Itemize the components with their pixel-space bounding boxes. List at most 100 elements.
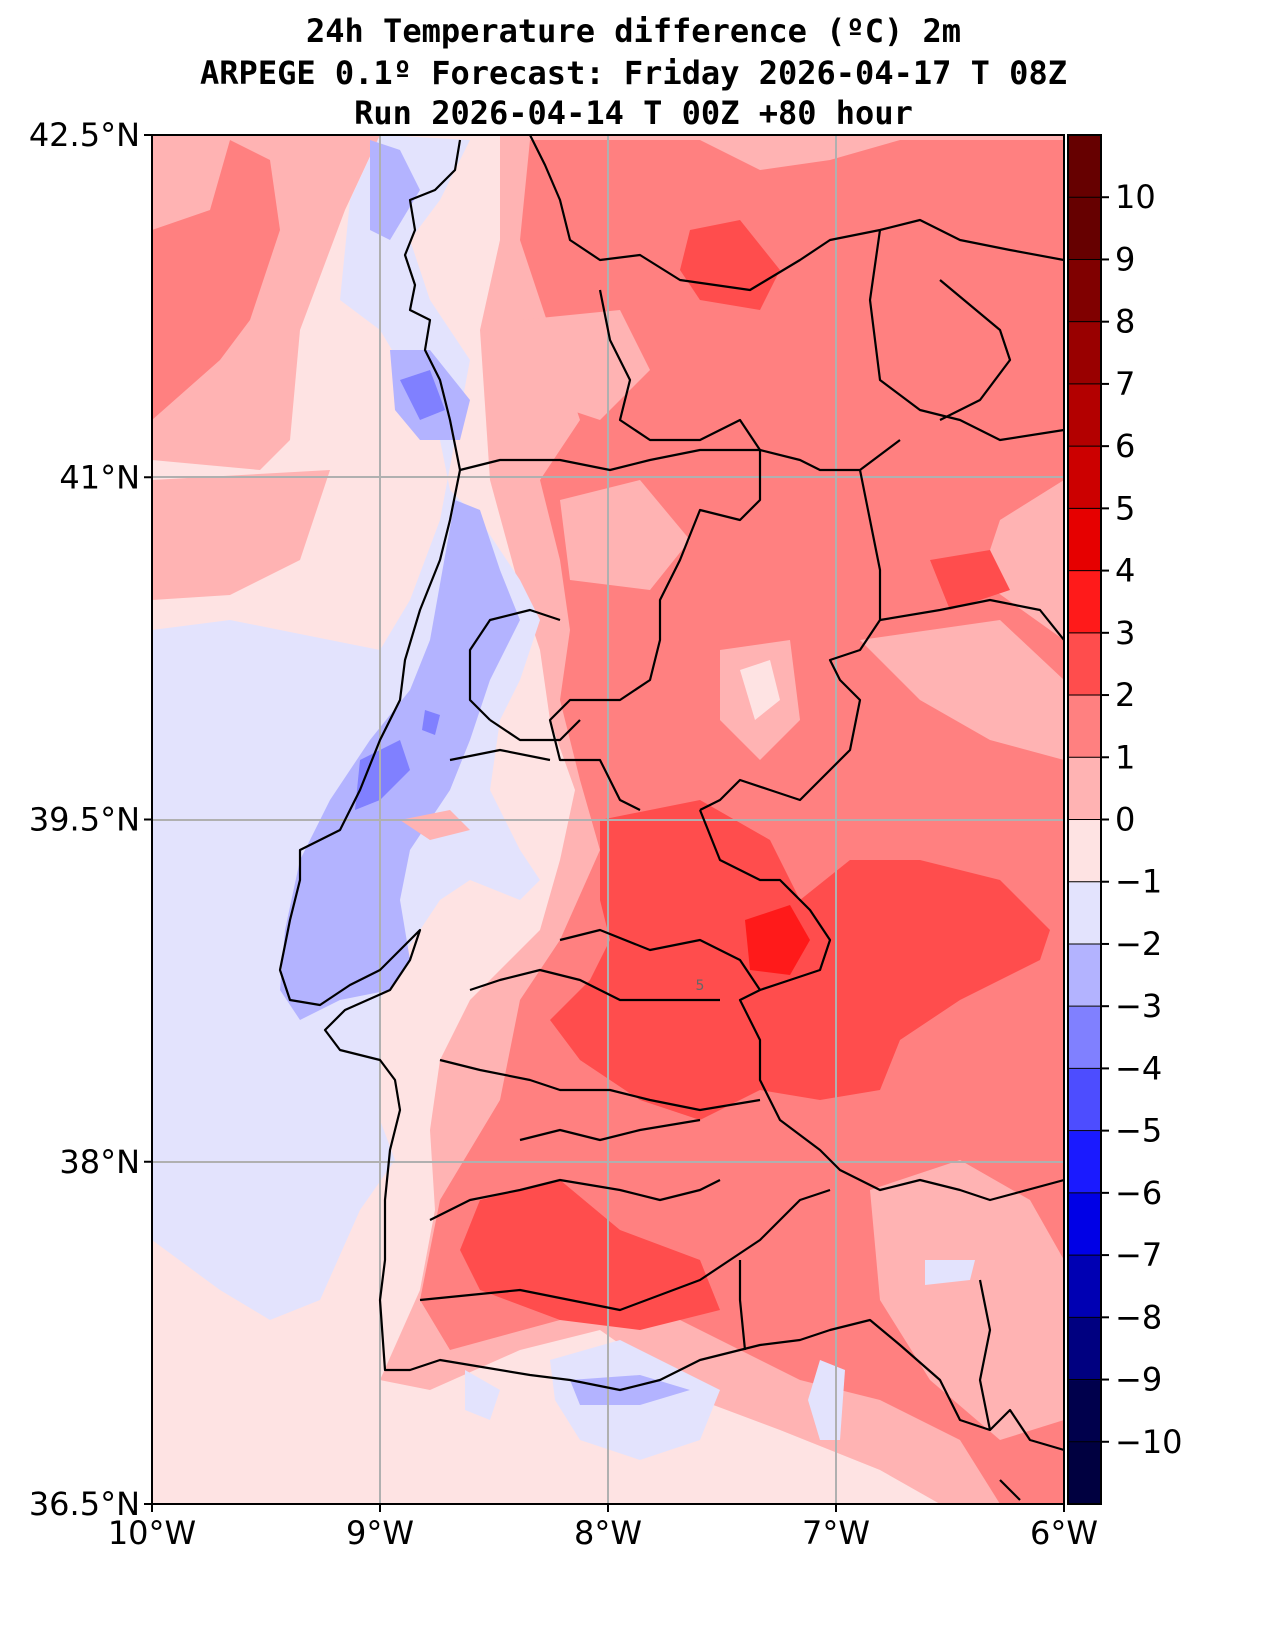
lon-tick-label: 9°W [346,1514,414,1552]
colorbar-extend-below [1068,1441,1101,1505]
lat-tick-label: 36.5°N [29,1485,140,1523]
colorbar-segment [1068,1006,1101,1070]
border-portugal-spain-east [939,279,1012,421]
colorbar-segment [1068,757,1101,821]
lon-tick-label: 6°W [1030,1514,1098,1552]
colorbar-segment [1068,570,1101,634]
colorbar-segment [1068,881,1101,945]
colorbar-segment [1068,259,1101,323]
field-band-neg2-neg1 [570,1375,690,1405]
field-band-2-3 [152,140,280,420]
colorbar-tick-label: −2 [1115,925,1162,963]
field-band-1-2 [152,470,330,600]
colorbar-tick-label: −10 [1115,1423,1183,1461]
colorbar-extend-above [1068,135,1101,198]
longitude-axis: 10°W 9°W 8°W 7°W 6°W [108,1504,1098,1552]
lat-tick-label: 41°N [59,458,140,496]
colorbar-tick-label: 2 [1115,676,1135,714]
field-band-neg1-0 [465,1370,500,1420]
colorbar-segment [1068,383,1101,447]
latitude-axis: 42.5°N 41°N 39.5°N 38°N 36.5°N [29,116,152,1523]
colorbar-segment [1068,197,1101,261]
field-band-1-2 [560,480,690,590]
colorbar-tick-label: 4 [1115,552,1135,590]
colorbar-tick-label: −5 [1115,1112,1162,1150]
colorbar-segment [1068,446,1101,509]
border-district [978,1279,992,1431]
colorbar-segment [1068,695,1101,758]
field-band-1-2 [400,810,470,840]
border-portugal-spain [868,229,1064,442]
colorbar-tick-label: −7 [1115,1236,1162,1274]
field-band-1-2 [870,1160,1064,1440]
colorbar-tick-label: 7 [1115,365,1135,403]
field-band-1-2 [520,310,650,420]
colorbar-segment [1068,943,1101,1007]
colorbar-tick-label: −6 [1115,1174,1162,1212]
colorbar-tick-label: −8 [1115,1298,1162,1336]
border-district [999,1479,1021,1501]
border-district [598,289,901,472]
field-band-neg3-neg2 [422,710,440,735]
colorbar-segment [1068,1379,1101,1443]
colorbar-tick-label: 6 [1115,427,1135,465]
field-band-neg2-neg1 [370,140,420,240]
field-band-4-5 [745,905,810,975]
border-district [879,598,1064,641]
coastline-and-borders [278,135,1064,1501]
border-district [429,1178,721,1221]
border-district [548,450,762,811]
field-band-neg3-neg2 [400,370,445,420]
border-district [698,809,1064,1202]
colorbar-segment [1068,632,1101,696]
colorbar-tick-label: −9 [1115,1361,1162,1399]
lat-tick-label: 38°N [59,1143,140,1181]
colorbar-segment [1068,1130,1101,1194]
field-band-3-4 [550,800,1050,1120]
map-gridlines [152,135,1064,1504]
colorbar-tick-label: 8 [1115,303,1135,341]
colorbar-segment [1068,1068,1101,1132]
field-band-3-4 [460,1180,720,1330]
colorbar-tick-label: 9 [1115,240,1135,278]
border-district [439,1058,761,1112]
colorbar-tick-label: 3 [1115,614,1135,652]
border-district [468,608,561,721]
colorbar-segment [1068,1255,1101,1318]
colorbar-tick-label: −3 [1115,987,1162,1025]
map-title-line-2: ARPEGE 0.1º Forecast: Friday 2026-04-17 … [200,54,1067,92]
lat-tick-label: 42.5°N [29,116,140,154]
field-band-neg1-0 [925,1260,975,1285]
map-title-line-3: Run 2026-04-14 T 00Z +80 hour [354,94,913,132]
border-district [559,928,761,991]
colorbar-tick-label: 1 [1115,738,1135,776]
field-band-0-1 [740,660,780,720]
border-district [449,748,551,762]
colorbar-segment [1068,1192,1101,1256]
border-district [419,1188,831,1312]
lat-tick-label: 39.5°N [29,801,140,839]
border-district [489,719,581,742]
coastline [278,139,1064,1452]
border-district [699,469,882,811]
border-district [738,1260,747,1351]
border-district [459,448,760,472]
map-title-line-1: 24h Temperature difference (ºC) 2m [305,12,962,50]
colorbar-tick-label: 10 [1115,178,1156,216]
colorbar-segment [1068,321,1101,385]
colorbar-tick-label: 5 [1115,489,1135,527]
lon-tick-label: 8°W [574,1514,642,1552]
field-band-1-2 [860,620,1064,760]
colorbar-tick-label: −4 [1115,1049,1162,1087]
colorbar-segment [1068,508,1101,572]
field-band-neg3-neg2 [355,740,410,810]
field-band-3-4 [930,550,1010,610]
lon-tick-label: 10°W [108,1514,196,1552]
colorbar-segment [1068,1317,1101,1381]
colorbar-tick-label: −1 [1115,863,1162,901]
colorbar-segment [1068,819,1101,883]
lon-tick-label: 7°W [802,1514,870,1552]
colorbar-tick-label: 0 [1115,801,1135,839]
